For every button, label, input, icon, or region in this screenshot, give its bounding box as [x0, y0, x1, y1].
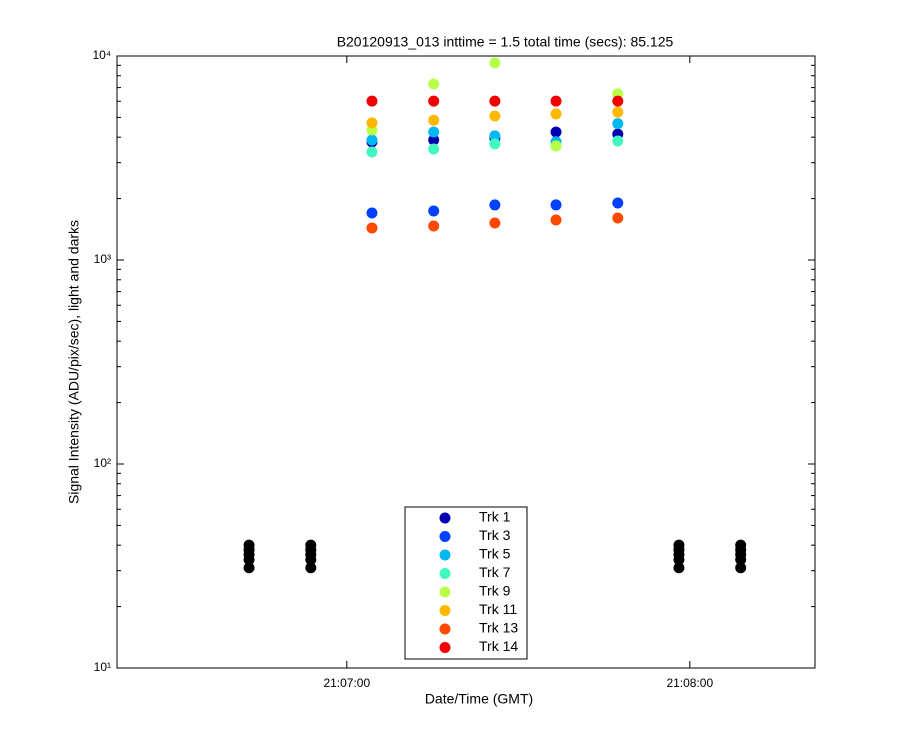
point — [550, 95, 562, 107]
legend-label: Trk 9 — [479, 583, 511, 599]
legend-label: Trk 1 — [479, 509, 511, 525]
legend-marker — [439, 586, 451, 598]
x-tick-label: 21:08:00 — [666, 676, 713, 690]
legend-marker — [439, 642, 451, 653]
legend-marker — [439, 549, 451, 561]
point — [550, 108, 562, 120]
legend-label: Trk 3 — [479, 527, 511, 543]
point — [428, 78, 440, 90]
y-tick-label: 10⁴ — [92, 48, 111, 62]
point — [305, 554, 317, 566]
legend-label: Trk 11 — [479, 601, 517, 617]
point — [489, 57, 501, 69]
legend-marker — [439, 605, 451, 616]
legend-marker — [439, 568, 451, 579]
point — [489, 138, 501, 150]
legend-marker — [439, 531, 451, 542]
legend-label: Trk 5 — [479, 546, 511, 562]
point — [428, 126, 440, 138]
legend-label: Trk 7 — [479, 564, 511, 580]
point — [673, 554, 685, 566]
x-tick-label: 21:07:00 — [323, 676, 370, 690]
point — [550, 199, 562, 211]
point — [735, 554, 747, 566]
point — [489, 110, 501, 122]
point — [612, 135, 624, 147]
legend-marker — [439, 512, 451, 524]
legend-marker — [439, 623, 451, 635]
point — [428, 205, 440, 217]
y-tick-label: 10³ — [94, 252, 111, 266]
point — [428, 95, 440, 107]
point — [550, 214, 562, 226]
point — [428, 143, 440, 155]
point — [612, 118, 624, 130]
point — [366, 207, 378, 219]
point — [673, 562, 685, 574]
point — [243, 562, 255, 574]
point — [428, 134, 440, 146]
point — [489, 130, 501, 142]
point — [612, 197, 624, 209]
point — [428, 220, 440, 232]
legend-box — [404, 506, 528, 660]
point — [243, 554, 255, 566]
point — [489, 199, 501, 211]
point — [489, 95, 501, 107]
chart-title: B20120913_013 inttime = 1.5 total time (… — [337, 34, 674, 50]
point — [612, 106, 624, 118]
point — [366, 117, 378, 129]
point — [366, 134, 378, 146]
point — [489, 217, 501, 229]
point — [366, 95, 378, 107]
point — [428, 114, 440, 126]
point — [366, 146, 378, 158]
point — [305, 562, 317, 574]
point — [550, 140, 562, 152]
point — [366, 222, 378, 234]
legend-label: Trk 13 — [479, 620, 518, 636]
y-tick-label: 10¹ — [94, 660, 111, 674]
x-axis-label: Date/Time (GMT) — [425, 691, 533, 707]
y-tick-label: 10² — [94, 456, 111, 470]
y-axis-label: Signal Intensity (ADU/pix/sec), light an… — [66, 220, 82, 504]
point — [550, 126, 562, 138]
legend-label: Trk 14 — [479, 638, 518, 654]
point — [735, 562, 747, 574]
point — [612, 212, 624, 224]
point — [612, 95, 624, 107]
